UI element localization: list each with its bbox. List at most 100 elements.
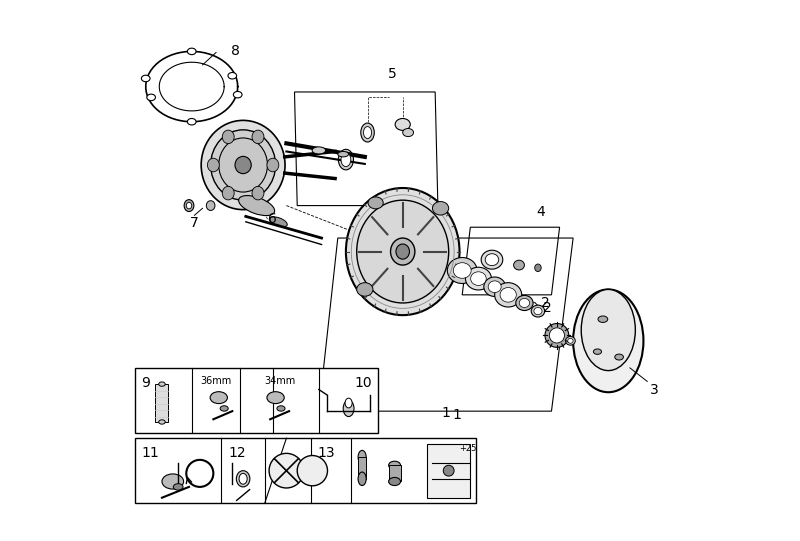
Ellipse shape	[582, 289, 635, 371]
Ellipse shape	[500, 288, 516, 302]
Ellipse shape	[174, 484, 183, 490]
Text: 6: 6	[269, 212, 278, 226]
Ellipse shape	[270, 217, 287, 227]
Ellipse shape	[312, 147, 326, 154]
Ellipse shape	[252, 130, 264, 144]
Ellipse shape	[519, 299, 530, 307]
Circle shape	[298, 456, 327, 486]
Ellipse shape	[210, 130, 275, 200]
Ellipse shape	[236, 471, 250, 487]
Circle shape	[545, 324, 569, 347]
Ellipse shape	[147, 94, 155, 101]
Bar	[155, 384, 169, 422]
Ellipse shape	[389, 478, 401, 486]
Text: 10: 10	[354, 376, 372, 390]
Ellipse shape	[486, 254, 498, 266]
Text: 2: 2	[543, 301, 552, 315]
Ellipse shape	[484, 277, 506, 296]
Ellipse shape	[454, 263, 471, 278]
Bar	[389, 465, 401, 481]
Ellipse shape	[186, 202, 192, 209]
Circle shape	[443, 465, 454, 476]
Ellipse shape	[531, 305, 545, 317]
Ellipse shape	[534, 264, 542, 272]
Ellipse shape	[568, 339, 573, 344]
Ellipse shape	[598, 316, 608, 322]
Ellipse shape	[573, 289, 643, 392]
Bar	[135, 368, 378, 433]
Ellipse shape	[396, 244, 410, 259]
Ellipse shape	[222, 130, 234, 144]
Ellipse shape	[516, 295, 533, 311]
Ellipse shape	[402, 129, 414, 137]
Text: 7: 7	[190, 216, 198, 230]
Ellipse shape	[162, 474, 184, 489]
Ellipse shape	[389, 461, 401, 470]
Ellipse shape	[346, 188, 459, 315]
Ellipse shape	[363, 127, 371, 138]
Ellipse shape	[338, 151, 349, 157]
Ellipse shape	[222, 186, 234, 200]
Ellipse shape	[514, 260, 525, 270]
Ellipse shape	[358, 472, 366, 486]
Ellipse shape	[447, 258, 477, 283]
Ellipse shape	[158, 382, 166, 386]
Ellipse shape	[488, 281, 501, 293]
Ellipse shape	[187, 118, 196, 125]
Bar	[358, 457, 366, 479]
Ellipse shape	[614, 354, 623, 360]
Ellipse shape	[341, 153, 350, 167]
Text: 13: 13	[318, 446, 335, 460]
Text: 3: 3	[650, 382, 658, 397]
Ellipse shape	[594, 349, 602, 354]
Ellipse shape	[357, 282, 373, 296]
Ellipse shape	[534, 307, 542, 315]
Ellipse shape	[210, 392, 227, 404]
Text: 4: 4	[536, 205, 545, 219]
Ellipse shape	[206, 201, 215, 210]
Ellipse shape	[267, 392, 284, 404]
Text: 9: 9	[142, 376, 150, 390]
Text: 1: 1	[452, 408, 462, 423]
Ellipse shape	[267, 159, 279, 172]
Ellipse shape	[368, 197, 383, 209]
Text: 2: 2	[541, 296, 550, 310]
Text: 5: 5	[387, 67, 396, 81]
Ellipse shape	[390, 238, 415, 265]
Ellipse shape	[142, 75, 150, 82]
Ellipse shape	[228, 72, 237, 79]
Ellipse shape	[234, 91, 242, 98]
Bar	[135, 438, 476, 503]
Text: 12: 12	[228, 446, 246, 460]
Ellipse shape	[220, 406, 228, 411]
Text: 36mm: 36mm	[200, 376, 231, 386]
Ellipse shape	[277, 406, 285, 411]
Text: +25: +25	[459, 444, 476, 453]
Ellipse shape	[358, 450, 366, 464]
Text: 1: 1	[442, 406, 450, 420]
Ellipse shape	[345, 398, 352, 408]
Ellipse shape	[207, 159, 219, 172]
Ellipse shape	[566, 337, 575, 345]
Ellipse shape	[470, 272, 486, 286]
Ellipse shape	[481, 250, 502, 269]
Ellipse shape	[361, 123, 374, 142]
Text: 34mm: 34mm	[265, 376, 296, 386]
Ellipse shape	[158, 420, 166, 424]
Ellipse shape	[338, 149, 354, 170]
Bar	[427, 444, 470, 498]
Circle shape	[550, 328, 565, 343]
Text: 8: 8	[230, 44, 239, 58]
Ellipse shape	[252, 186, 264, 200]
Ellipse shape	[433, 202, 449, 215]
Ellipse shape	[239, 473, 247, 484]
Ellipse shape	[201, 121, 285, 210]
Ellipse shape	[357, 200, 449, 303]
Ellipse shape	[238, 196, 274, 215]
Text: 11: 11	[142, 446, 159, 460]
Ellipse shape	[494, 282, 522, 307]
Ellipse shape	[187, 48, 196, 55]
Ellipse shape	[343, 400, 354, 417]
Circle shape	[269, 453, 304, 488]
Ellipse shape	[235, 156, 251, 174]
